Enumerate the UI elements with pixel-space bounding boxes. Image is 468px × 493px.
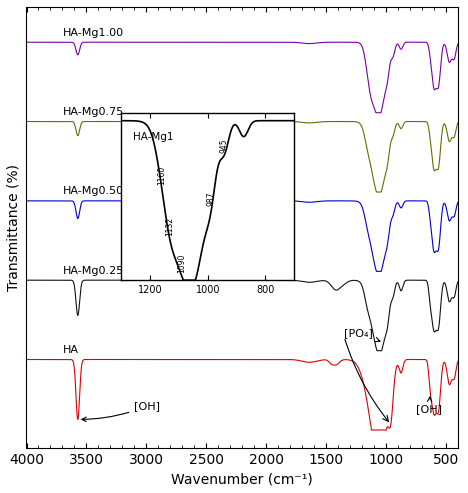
X-axis label: Wavenumber (cm⁻¹): Wavenumber (cm⁻¹) xyxy=(171,472,313,486)
Text: [OH]: [OH] xyxy=(82,401,161,422)
Y-axis label: Transmittance (%): Transmittance (%) xyxy=(7,164,21,291)
Text: HA-Mg1.00: HA-Mg1.00 xyxy=(62,28,124,38)
Text: HA-Mg0.50: HA-Mg0.50 xyxy=(62,186,124,196)
Text: HA-Mg0.75: HA-Mg0.75 xyxy=(62,107,124,117)
Text: [OH]: [OH] xyxy=(416,397,442,415)
Text: [PO₄]: [PO₄] xyxy=(344,328,380,342)
Text: HA-Mg0.25: HA-Mg0.25 xyxy=(62,266,124,276)
Text: HA: HA xyxy=(62,345,79,355)
